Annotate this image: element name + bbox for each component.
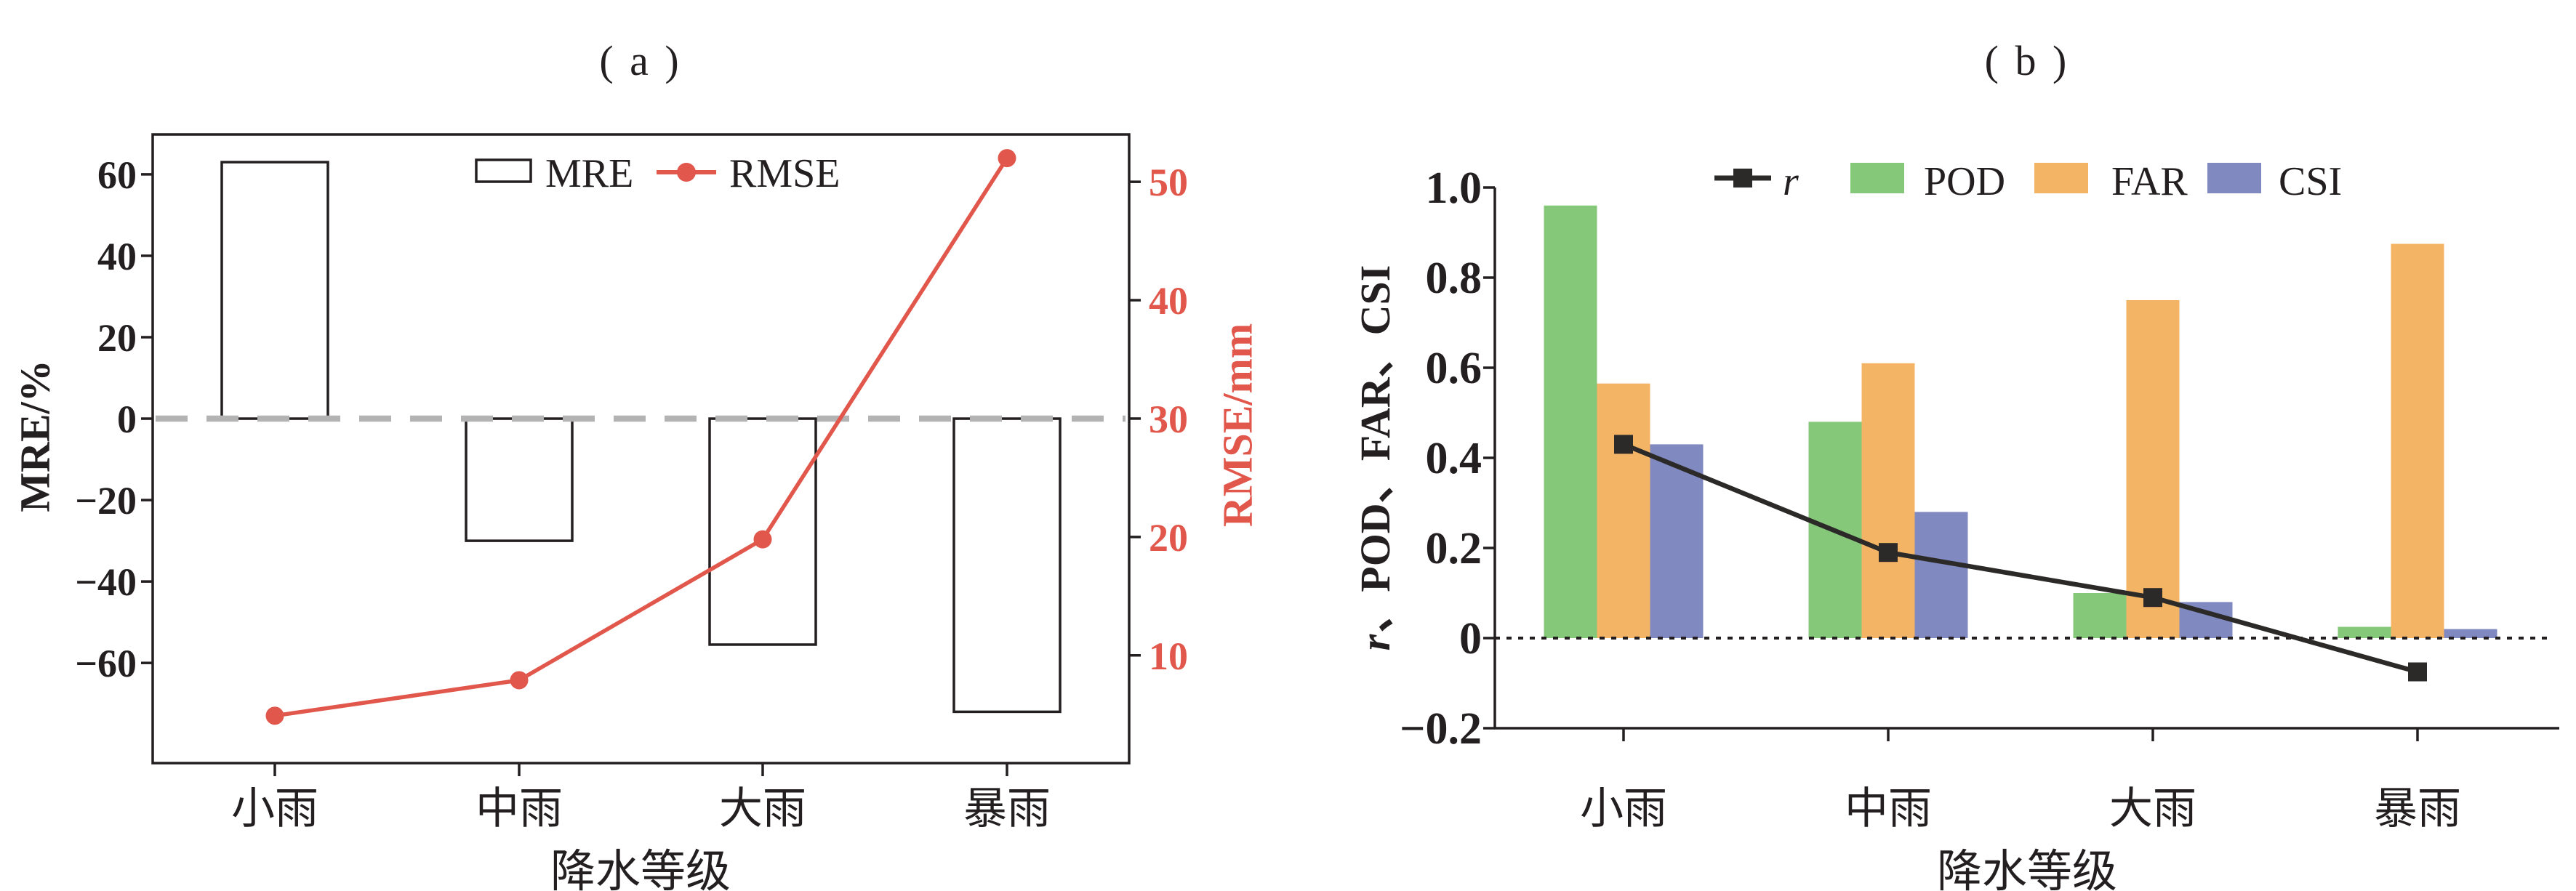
- ytick-label-a-right-3: 20: [1149, 516, 1188, 560]
- panel-a-xaxis-label: 降水等级: [550, 847, 731, 891]
- ytick-label-a-right-4: 10: [1149, 634, 1188, 678]
- legend-b-r-marker: [1733, 169, 1752, 188]
- panel-b-yaxis-label: r、POD、FAR、CSI: [1352, 265, 1399, 651]
- xtick-label-a-2: 大雨: [719, 785, 806, 833]
- xtick-label-a-0: 小雨: [231, 785, 318, 833]
- ytick-label-a-left-5: −40: [75, 560, 137, 604]
- bar-far-0: [1597, 383, 1650, 638]
- bar-far-1: [1861, 363, 1915, 638]
- ytick-label-a-left-1: 40: [97, 235, 137, 278]
- bar-mre-3: [952, 417, 1062, 714]
- r-line: [1622, 442, 2418, 674]
- legend-b-csi-label: CSI: [2279, 159, 2342, 204]
- panel-a-left-axis-label: MRE/%: [11, 360, 59, 512]
- bar-mre-0: [220, 161, 329, 420]
- ytick-label-b-4: 0.2: [1426, 524, 1482, 573]
- ytick-label-a-right-1: 40: [1149, 279, 1188, 323]
- r-point-2: [2143, 588, 2162, 608]
- ytick-label-b-6: −0.2: [1400, 704, 1482, 754]
- xtick-label-a-3: 暴雨: [963, 785, 1051, 833]
- bar-pod-3: [2338, 626, 2391, 638]
- rmse-line: [274, 157, 1009, 718]
- plot-box-a: [151, 133, 1131, 765]
- xtick-label-b-0: 小雨: [1580, 785, 1667, 833]
- ytick-label-a-left-4: −20: [75, 479, 137, 523]
- bar-pod-0: [1544, 205, 1597, 638]
- r-point-3: [2408, 662, 2427, 682]
- rmse-point-0: [265, 706, 284, 725]
- panel-a-title: ( a ): [599, 37, 682, 84]
- ytick-label-a-left-2: 20: [97, 316, 137, 360]
- legend-b-csi-swatch: [2207, 163, 2261, 193]
- legend-b-pod-swatch: [1850, 163, 1904, 193]
- bar-mre-1: [465, 417, 574, 542]
- xtick-label-b-3: 暴雨: [2374, 785, 2461, 833]
- rmse-point-1: [510, 671, 529, 690]
- bar-csi-3: [2444, 629, 2497, 638]
- panel-b-title: ( b ): [1984, 37, 2070, 84]
- r-point-0: [1614, 435, 1633, 454]
- bar-far-3: [2391, 243, 2444, 638]
- legend-b-far-label: FAR: [2111, 159, 2188, 204]
- r-point-1: [1879, 543, 1898, 563]
- legend-a-rmse-dot: [677, 163, 696, 182]
- legend-a-mre-swatch: [475, 158, 532, 183]
- rmse-point-3: [998, 149, 1016, 168]
- xtick-label-a-1: 中雨: [476, 785, 563, 833]
- bar-csi-1: [1914, 512, 1968, 638]
- rmse-point-2: [753, 530, 772, 549]
- panel-b-xaxis-label: 降水等级: [1936, 847, 2118, 891]
- ytick-label-b-5: 0: [1459, 614, 1482, 664]
- ytick-label-b-0: 1.0: [1426, 164, 1482, 213]
- bar-csi-0: [1650, 444, 1704, 638]
- ytick-label-b-1: 0.8: [1426, 254, 1482, 303]
- legend-b-pod-label: POD: [1924, 159, 2005, 204]
- legend-b-r-label: r: [1783, 159, 1799, 204]
- bar-pod-2: [2073, 593, 2127, 638]
- ytick-label-b-2: 0.6: [1426, 344, 1482, 393]
- xtick-label-b-1: 中雨: [1845, 785, 1932, 833]
- ytick-label-b-3: 0.4: [1426, 434, 1482, 483]
- legend-a-mre-label: MRE: [545, 151, 633, 196]
- ytick-label-a-right-2: 30: [1149, 398, 1188, 441]
- bar-far-2: [2126, 300, 2180, 638]
- ytick-label-a-left-6: −60: [75, 642, 137, 685]
- legend-b-far-swatch: [2034, 163, 2088, 193]
- legend-a-rmse-label: RMSE: [729, 151, 840, 196]
- ytick-label-a-right-0: 50: [1149, 161, 1188, 204]
- xtick-label-b-2: 大雨: [2109, 785, 2196, 833]
- panel-a-right-axis-label: RMSE/mm: [1213, 323, 1261, 528]
- ytick-label-a-left-3: 0: [117, 398, 137, 441]
- ytick-label-a-left-0: 60: [97, 153, 137, 197]
